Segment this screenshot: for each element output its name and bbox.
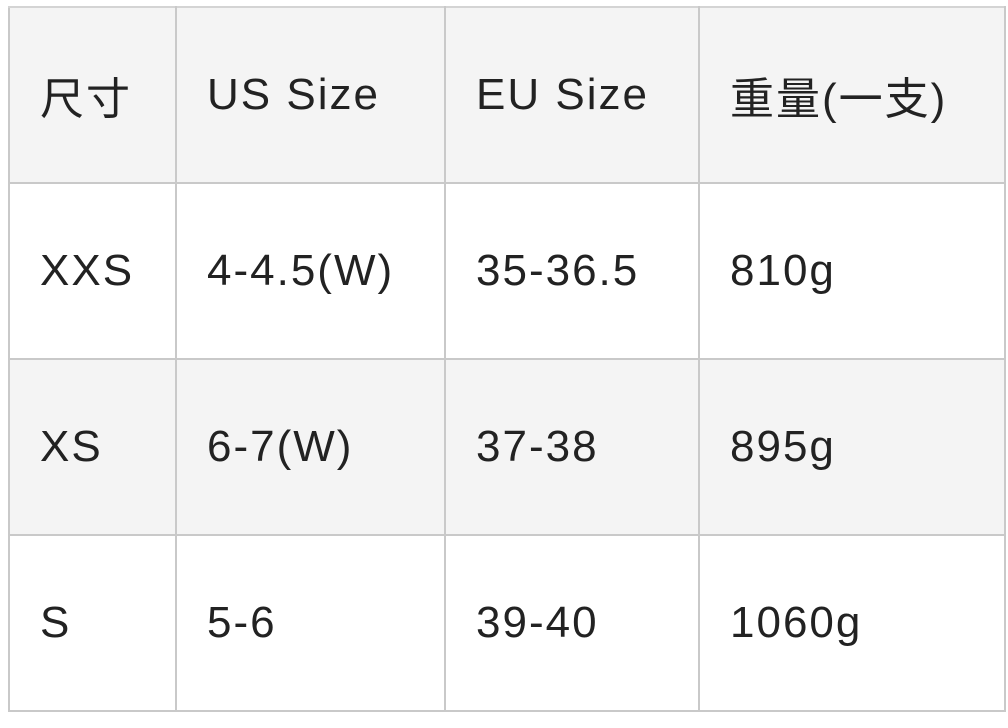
header-weight: 重量(一支) — [698, 6, 1006, 184]
size-chart-table: 尺寸 US Size EU Size 重量(一支) XXS 4-4.5(W) 3… — [8, 6, 1006, 712]
cell-eu-size: 35-36.5 — [444, 182, 700, 360]
header-us-size: US Size — [175, 6, 446, 184]
cell-eu-size: 39-40 — [444, 534, 700, 712]
cell-weight: 895g — [698, 358, 1006, 536]
header-row: 尺寸 US Size EU Size 重量(一支) — [8, 6, 1006, 184]
header-eu-size: EU Size — [444, 6, 700, 184]
cell-size: XXS — [8, 182, 177, 360]
cell-size: S — [8, 534, 177, 712]
header-size: 尺寸 — [8, 6, 177, 184]
table-header: 尺寸 US Size EU Size 重量(一支) — [8, 6, 1006, 184]
cell-us-size: 4-4.5(W) — [175, 182, 446, 360]
cell-us-size: 6-7(W) — [175, 358, 446, 536]
table-row: XS 6-7(W) 37-38 895g — [8, 358, 1006, 536]
cell-eu-size: 37-38 — [444, 358, 700, 536]
cell-weight: 1060g — [698, 534, 1006, 712]
table-body: XXS 4-4.5(W) 35-36.5 810g XS 6-7(W) 37-3… — [8, 182, 1006, 712]
cell-size: XS — [8, 358, 177, 536]
cell-weight: 810g — [698, 182, 1006, 360]
table-row: S 5-6 39-40 1060g — [8, 534, 1006, 712]
cell-us-size: 5-6 — [175, 534, 446, 712]
table-row: XXS 4-4.5(W) 35-36.5 810g — [8, 182, 1006, 360]
